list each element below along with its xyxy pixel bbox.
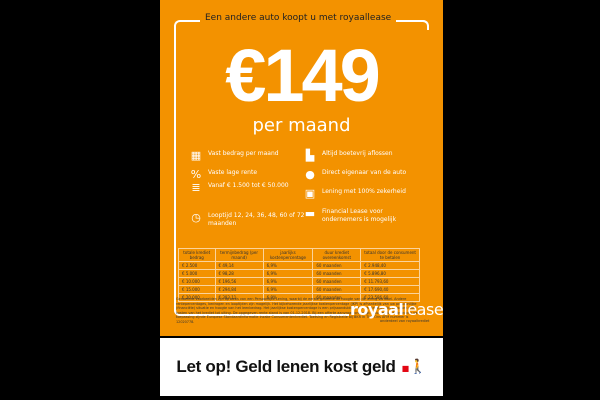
feature-item: ▦ Vast bedrag per maand	[190, 150, 305, 162]
table-cell: 60 maanden	[312, 293, 362, 302]
table-cell: 60 maanden	[312, 277, 362, 286]
calendar-icon: ▦	[190, 149, 202, 162]
feature-item: ▬ Financial Lease voor ondernemers is mog…	[304, 208, 419, 224]
feature-text: Altijd boetevrij aflossen	[322, 150, 393, 157]
feature-item: ● Direct eigenaar van de auto	[304, 169, 419, 181]
feature-text: Vaste lage rente	[208, 169, 258, 176]
column-header: duur krediet overeenkomst	[312, 248, 362, 262]
table-cell: € 5.896,80	[360, 269, 420, 278]
price-period: per maand	[252, 115, 351, 136]
table-cell: € 5.000	[178, 269, 216, 278]
logo-light: lease	[403, 300, 444, 319]
coins-icon: ≣	[191, 181, 201, 194]
person-icon: ●	[305, 168, 315, 181]
warning-banner: Let op! Geld lenen kost geld ■🚶	[160, 338, 443, 396]
feature-item: ◷ Looptijd 12, 24, 36, 48, 60 of 72 maand…	[190, 212, 305, 228]
column-header: termijnbedrag (per maand)	[214, 248, 264, 262]
column-header: totale krediet bedrag	[178, 248, 216, 262]
walking-man-icon: ■🚶	[401, 359, 427, 375]
feature-text: Vast bedrag per maand	[208, 150, 279, 157]
table-cell: 6,9%	[262, 285, 314, 294]
table-cell: € 294,84	[214, 285, 264, 294]
lock-icon: ▣	[304, 187, 316, 200]
table-cell: 60 maanden	[312, 269, 362, 278]
table-cell: € 10.000	[178, 277, 216, 286]
van-icon: ▬	[304, 207, 316, 220]
frame-bottom	[174, 300, 349, 316]
feature-text: Financial Lease voor ondernemers is moge…	[322, 208, 397, 223]
table-cell: 60 maanden	[312, 285, 362, 294]
clock-icon: ◷	[191, 211, 201, 224]
price: €149	[225, 34, 381, 117]
thumbs-up-icon: ▙	[305, 149, 315, 162]
table-row: € 15.000 € 294,84 6,9% 60 maanden € 17.690,4…	[178, 285, 420, 294]
table-cell: € 196,56	[214, 277, 264, 286]
feature-text: Direct eigenaar van de auto	[322, 169, 407, 176]
table-cell: 60 maanden	[312, 261, 362, 270]
table-cell: € 98,28	[214, 269, 264, 278]
table-cell: 6,9%	[262, 261, 314, 270]
table-row: € 10.000 € 196,56 6,9% 60 maanden € 11.793,6…	[178, 277, 420, 286]
table-cell: € 2.948,40	[360, 261, 420, 270]
table-row: € 2.500 € 49,14 6,9% 60 maanden € 2.948,40	[178, 261, 420, 270]
table-cell: 6,9%	[262, 269, 314, 278]
advertisement-poster: Een andere auto koopt u met royaallease …	[160, 0, 444, 336]
table-cell: € 11.793,60	[360, 277, 420, 286]
warning-text: Let op! Geld lenen kost geld	[176, 357, 396, 376]
table-cell: € 23.586,60	[360, 293, 420, 302]
tagline: Een andere auto koopt u met royaallease	[200, 13, 397, 23]
frame-corner	[422, 20, 429, 30]
column-header: totaal door de consument te betalen	[360, 248, 420, 262]
loan-table: totale krediet bedrag termijnbedrag (per …	[178, 248, 420, 302]
feature-text: Lening met 100% zekerheid	[322, 188, 406, 195]
table-cell: € 17.690,40	[360, 285, 420, 294]
table-cell: € 2.500	[178, 261, 216, 270]
feature-item: % Vaste lage rente	[190, 169, 305, 181]
table-row: € 20.000 € 393,11 6,9% 60 maanden € 23.586,6…	[178, 293, 420, 302]
logo-subtitle: onderdeel van royaalkrediet	[380, 319, 430, 323]
footnote: Genoemde voorbeelden zijn op basis van e…	[176, 297, 420, 324]
feature-item: ▣ Lening met 100% zekerheid	[304, 188, 419, 200]
feature-text: Looptijd 12, 24, 36, 48, 60 of 72 maande…	[208, 212, 305, 227]
column-header: jaarlijks kostenpercentage	[262, 248, 314, 262]
feature-text: Vanaf € 1.500 tot € 50.000	[208, 182, 289, 189]
percent-icon: %	[190, 168, 202, 181]
table-cell: € 393,11	[214, 293, 264, 302]
table-cell: € 15.000	[178, 285, 216, 294]
logo-bold: royaal	[350, 300, 404, 319]
feature-item: ≣ Vanaf € 1.500 tot € 50.000	[190, 182, 305, 194]
table-cell: 6,9%	[262, 277, 314, 286]
table-row: € 5.000 € 98,28 6,9% 60 maanden € 5.896,80	[178, 269, 420, 278]
table-cell: € 49,14	[214, 261, 264, 270]
feature-item: ▙ Altijd boetevrij aflossen	[304, 150, 419, 162]
royaallease-logo: royaallease onderdeel van royaalkrediet	[350, 300, 444, 323]
